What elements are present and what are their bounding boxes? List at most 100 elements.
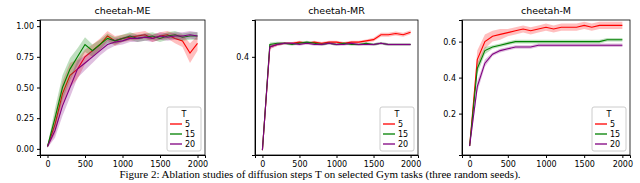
legend-label: 15 bbox=[610, 130, 620, 139]
x-tick-mark bbox=[508, 155, 509, 158]
caption: Figure 2: Ablation studies of diffusion … bbox=[119, 168, 520, 181]
x-tick: 2000 bbox=[401, 155, 421, 169]
plot-frame bbox=[255, 20, 418, 155]
x-tick-mark bbox=[546, 155, 547, 158]
y-tick-mark bbox=[37, 57, 40, 58]
y-tick-mark bbox=[459, 78, 462, 79]
legend-swatch bbox=[170, 123, 182, 124]
legend-label: 20 bbox=[398, 140, 408, 149]
x-axis-line bbox=[463, 156, 631, 159]
series-line bbox=[262, 43, 410, 150]
y-tick: 0.4 bbox=[236, 53, 255, 62]
legend-box bbox=[592, 107, 626, 151]
panel-title: cheetah-ME bbox=[94, 5, 150, 16]
x-tick-mark bbox=[85, 155, 86, 158]
y-tick-label: 0.6 bbox=[443, 38, 456, 47]
legend-label: 15 bbox=[185, 130, 195, 139]
x-tick: 0 bbox=[260, 155, 265, 169]
y-tick: 0.4 bbox=[443, 74, 462, 83]
y-tick: 0.25 bbox=[16, 114, 40, 123]
x-tick: 1000 bbox=[113, 155, 133, 169]
x-axis-line bbox=[41, 156, 206, 159]
legend-swatch bbox=[383, 133, 395, 134]
x-tick: 1500 bbox=[150, 155, 170, 169]
legend-label: 15 bbox=[398, 130, 408, 139]
legend-swatch bbox=[595, 143, 607, 144]
x-tick-mark bbox=[374, 155, 375, 158]
x-tick: 1000 bbox=[536, 155, 556, 169]
y-tick-label: 0.25 bbox=[16, 114, 34, 123]
legend-box bbox=[167, 107, 201, 151]
x-tick-mark bbox=[622, 155, 623, 158]
x-tick: 0 bbox=[45, 155, 50, 169]
y-axis-line bbox=[252, 21, 256, 156]
y-tick: 0.2 bbox=[443, 110, 462, 119]
figure: 05001000150020000.000.250.500.751.00chee… bbox=[0, 0, 640, 183]
x-tick-mark bbox=[160, 155, 161, 158]
x-tick-label: 0 bbox=[45, 160, 50, 169]
x-tick: 500 bbox=[78, 155, 93, 169]
y-tick-label: 0.50 bbox=[16, 84, 34, 93]
legend-swatch bbox=[170, 143, 182, 144]
y-tick: 0.50 bbox=[16, 84, 40, 93]
y-tick-label: 0.2 bbox=[443, 110, 456, 119]
panel: 0 500 1000 1500 2000 0.2 0.4 0.6 cheetah-M T51520 bbox=[443, 5, 633, 169]
legend-title: T bbox=[606, 110, 612, 119]
y-axis: 0.000.250.500.751.00 bbox=[16, 21, 40, 156]
x-axis: 0 500 1000 1500 2000 bbox=[256, 155, 422, 169]
x-tick-mark bbox=[337, 155, 338, 158]
legend-title: T bbox=[394, 110, 400, 119]
legend-box bbox=[380, 107, 414, 151]
x-axis-line bbox=[256, 156, 419, 159]
x-tick: 1500 bbox=[364, 155, 384, 169]
y-axis: 0.4 bbox=[236, 21, 255, 156]
y-axis-line bbox=[37, 21, 41, 156]
legend-label: 5 bbox=[185, 120, 190, 129]
y-axis: 0.2 0.4 0.6 bbox=[443, 21, 462, 156]
x-tick: 500 bbox=[501, 155, 516, 169]
x-tick: 1500 bbox=[575, 155, 595, 169]
x-tick: 1000 bbox=[327, 155, 347, 169]
legend-title: T bbox=[181, 110, 187, 119]
x-tick: 2000 bbox=[188, 155, 208, 169]
plot-frame bbox=[40, 20, 205, 155]
y-tick-label: 0.4 bbox=[443, 74, 456, 83]
x-tick-label: 1500 bbox=[575, 160, 595, 169]
legend-label: 5 bbox=[610, 120, 615, 129]
panel-title: cheetah-M bbox=[521, 5, 571, 16]
y-tick-mark bbox=[252, 57, 255, 58]
y-tick: 1.00 bbox=[16, 22, 40, 31]
y-tick-mark bbox=[37, 118, 40, 119]
x-tick: 0 bbox=[468, 155, 473, 169]
series-line bbox=[262, 42, 410, 150]
legend-swatch bbox=[595, 123, 607, 124]
y-tick: 0.00 bbox=[16, 145, 40, 154]
y-tick-label: 0.00 bbox=[16, 145, 34, 154]
x-tick-mark bbox=[470, 155, 471, 158]
legend: T51520 bbox=[592, 107, 626, 151]
y-tick-mark bbox=[37, 26, 40, 27]
x-tick-mark bbox=[411, 155, 412, 158]
x-tick-mark bbox=[299, 155, 300, 158]
legend-swatch bbox=[383, 143, 395, 144]
panel: 05001000150020000.4cheetah-MRT51520 bbox=[236, 5, 421, 169]
legend-label: 20 bbox=[185, 140, 195, 149]
legend: T51520 bbox=[167, 107, 201, 151]
x-tick-mark bbox=[48, 155, 49, 158]
x-tick: 2000 bbox=[613, 155, 633, 169]
x-tick: 500 bbox=[292, 155, 307, 169]
x-tick-label: 1000 bbox=[536, 160, 556, 169]
x-tick-mark bbox=[584, 155, 585, 158]
panel: 05001000150020000.000.250.500.751.00chee… bbox=[16, 5, 208, 169]
legend-label: 20 bbox=[610, 140, 620, 149]
plot-frame bbox=[462, 20, 630, 155]
x-axis: 0 500 1000 1500 2000 bbox=[41, 155, 209, 169]
y-tick-label: 0.4 bbox=[236, 53, 249, 62]
legend-swatch bbox=[170, 133, 182, 134]
y-axis-line bbox=[459, 21, 463, 156]
legend-swatch bbox=[595, 133, 607, 134]
y-tick-mark bbox=[459, 114, 462, 115]
x-tick-label: 2000 bbox=[613, 160, 633, 169]
panel-title: cheetah-MR bbox=[308, 5, 365, 16]
x-tick-mark bbox=[262, 155, 263, 158]
